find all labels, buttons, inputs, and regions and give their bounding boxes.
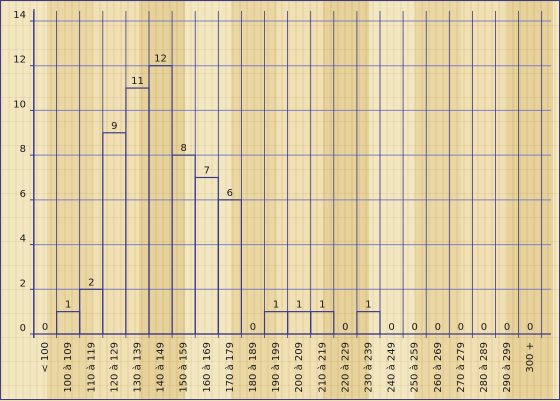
x-tick-label: 210 à 219 [316,342,328,393]
data-label: 1 [365,300,371,311]
x-tick-label: 180 à 189 [247,342,259,393]
bar [217,199,243,335]
bar [356,311,381,335]
x-tick-label: 120 à 129 [108,342,120,393]
x-tick-label: < 100 [40,342,51,373]
data-label: 0 [481,322,487,333]
x-tick-label: 190 à 199 [270,342,282,393]
x-tick-label: 140 à 149 [155,342,167,393]
x-tick-label: 300 + [525,342,536,373]
x-tick-label: 130 à 139 [131,342,143,393]
y-tick-label: 8 [20,144,26,155]
bar [263,311,289,335]
data-label: 0 [42,322,48,333]
data-label: 11 [131,76,144,87]
grid-lines [33,11,551,338]
data-label: 1 [273,300,279,311]
y-tick-label: 0 [20,323,26,334]
bar [194,176,219,335]
data-label: 0 [527,322,533,333]
bar [79,288,104,335]
y-tick-label: 4 [20,234,26,245]
data-label: 0 [250,322,256,333]
x-tick-label: 220 à 229 [339,342,351,393]
data-label: 0 [342,322,348,333]
x-tick-label: 110 à 119 [85,342,97,393]
data-label: 0 [504,322,510,333]
data-label: 1 [319,300,325,311]
data-label: 0 [435,322,441,333]
x-tick-label: 150 à 159 [178,342,190,393]
data-label: 8 [180,143,186,154]
x-tick-label: 260 à 269 [432,342,444,393]
x-axis: < 100 100 à 109 110 à 119 120 à 129 130 à 13… [34,333,551,393]
x-tick-label: 280 à 289 [478,342,490,393]
bar [102,132,127,335]
data-label: 0 [411,322,417,333]
x-tick-label: 290 à 299 [501,342,513,393]
y-tick-label: 2 [20,278,26,289]
x-tick-label: 270 à 279 [455,342,467,393]
data-label: 6 [227,188,233,199]
x-tick-label: 160 à 169 [201,342,213,393]
x-tick-label: 170 à 179 [224,342,236,393]
y-tick-label: 6 [20,189,26,200]
data-label: 0 [458,322,464,333]
y-tick-label: 10 [13,99,26,110]
bar [310,311,335,335]
y-tick-label: 12 [13,55,26,66]
data-label: 0 [388,322,394,333]
data-label: 1 [65,300,71,311]
x-tick-label: 100 à 109 [62,342,74,393]
bar [125,87,150,335]
bar [55,311,81,335]
data-label: 2 [88,277,94,288]
x-tick-label: 200 à 209 [293,342,305,393]
data-label: 12 [154,54,167,65]
bar [287,311,312,335]
data-label: 9 [111,121,117,132]
y-tick-label: 14 [13,10,26,21]
y-axis: 0 2 4 6 8 10 12 14 [13,9,35,338]
data-label: 7 [204,166,210,177]
x-tick-label: 250 à 259 [409,342,421,393]
x-tick-label: 230 à 239 [362,342,374,393]
data-label: 1 [296,300,302,311]
x-tick-label: 240 à 249 [386,342,398,393]
